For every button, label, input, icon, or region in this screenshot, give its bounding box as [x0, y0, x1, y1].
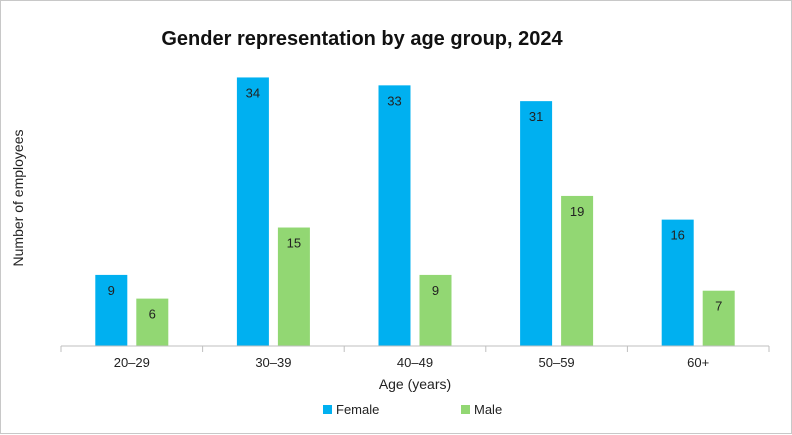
data-label-male-3: 19: [570, 204, 584, 219]
x-tick-label: 40–49: [397, 355, 433, 370]
x-tick-label: 30–39: [255, 355, 291, 370]
bar-female-2: [378, 85, 411, 347]
legend-label-male: Male: [474, 402, 502, 417]
x-axis-title: Age (years): [379, 376, 451, 392]
bar-male-4: [702, 290, 735, 346]
bar-male-1: [277, 227, 310, 346]
x-ticks-group: [60, 346, 770, 352]
data-label-male-0: 6: [149, 307, 156, 322]
x-tick-label: 20–29: [114, 355, 150, 370]
legend-label-female: Female: [336, 402, 379, 417]
x-tick-labels: 20–29 30–39 40–49 50–59 60+: [114, 355, 710, 370]
data-label-male-4: 7: [715, 299, 722, 314]
bars-group: 9 6 34 15 33 9 31 19 16 7: [95, 77, 735, 347]
x-tick-label: 60+: [687, 355, 709, 370]
legend: Female Male: [323, 402, 502, 417]
chart-title: Gender representation by age group, 2024: [161, 28, 563, 50]
data-label-female-4: 16: [670, 228, 684, 243]
data-label-female-3: 31: [529, 109, 543, 124]
data-label-male-1: 15: [287, 236, 301, 251]
bar-female-0: [95, 274, 128, 346]
data-label-male-2: 9: [432, 283, 439, 298]
data-label-female-1: 34: [246, 85, 260, 100]
bar-female-3: [520, 101, 553, 346]
bar-male-3: [561, 195, 594, 346]
bar-female-1: [236, 77, 269, 346]
y-axis-title: Number of employees: [10, 130, 26, 267]
bar-male-2: [419, 274, 452, 346]
legend-swatch-female: [323, 405, 332, 414]
data-label-female-2: 33: [387, 93, 401, 108]
bar-female-4: [661, 219, 694, 346]
x-tick-label: 50–59: [539, 355, 575, 370]
data-label-female-0: 9: [108, 283, 115, 298]
legend-swatch-male: [461, 405, 470, 414]
bar-male-0: [136, 298, 169, 346]
